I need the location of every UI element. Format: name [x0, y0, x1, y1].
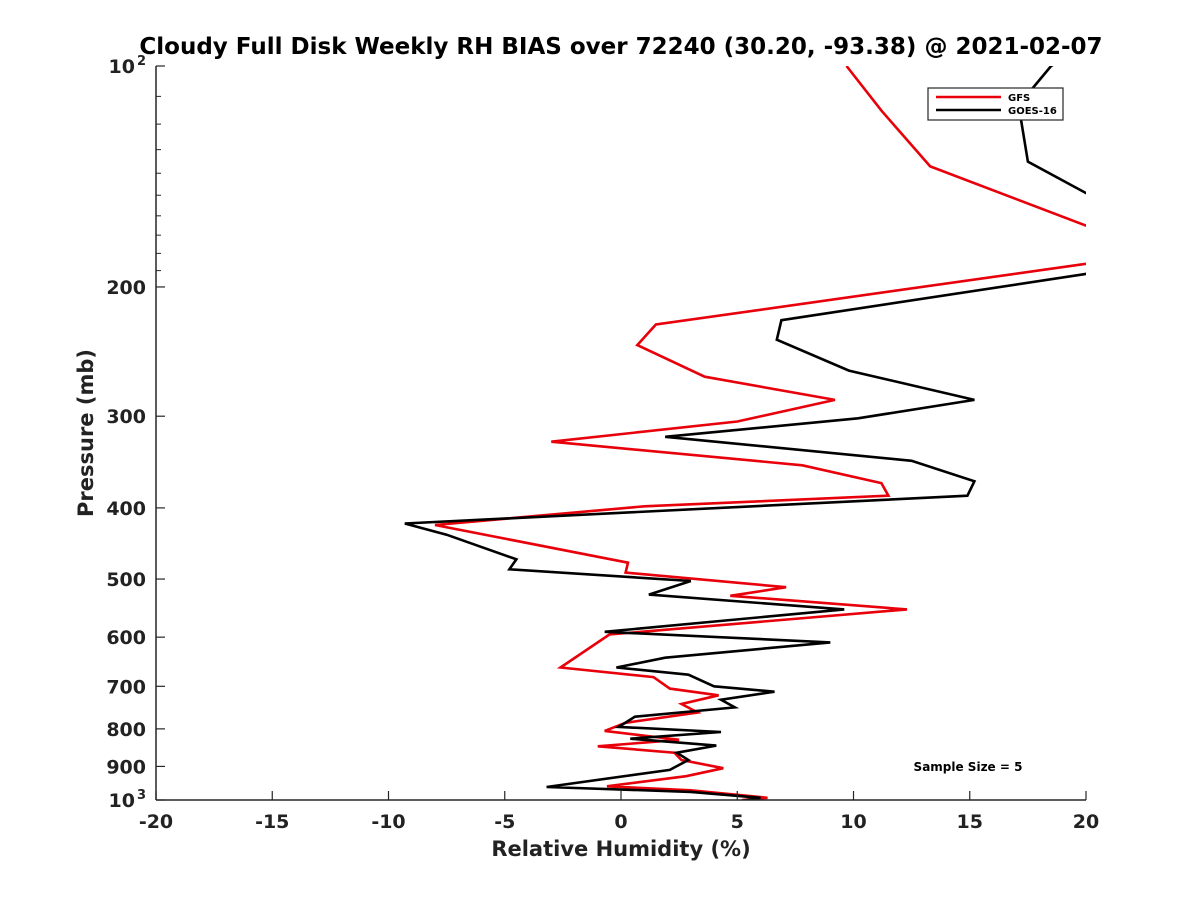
- legend-box: [927, 87, 1064, 121]
- y-tick-label: 10: [109, 790, 135, 812]
- x-axis-label: Relative Humidity (%): [491, 837, 750, 861]
- y-tick-label: 600: [106, 627, 146, 649]
- plot-area: [404, 66, 1086, 800]
- y-tick-label: 500: [106, 569, 146, 591]
- x-tick-label: 5: [731, 811, 744, 833]
- y-tick-label: 200: [106, 277, 146, 299]
- y-tick-exponent: 2: [137, 54, 146, 69]
- y-tick-label: 900: [106, 756, 146, 778]
- x-tick-label: -15: [255, 811, 289, 833]
- series-line-gfs: [434, 66, 1086, 800]
- series-line-goes-16: [404, 66, 1086, 800]
- y-tick-label: 400: [106, 498, 146, 520]
- y-tick-exponent: 3: [137, 788, 146, 803]
- x-tick-label: 0: [614, 811, 627, 833]
- y-tick-label: 300: [106, 406, 146, 428]
- y-tick-label: 700: [106, 676, 146, 698]
- x-tick-label: -10: [371, 811, 405, 833]
- y-tick-label: 10: [109, 56, 135, 78]
- x-tick-label: 10: [840, 811, 866, 833]
- x-tick-label: 15: [957, 811, 983, 833]
- x-tick-label: 20: [1073, 811, 1099, 833]
- legend-label-gfs: GFS: [1008, 93, 1030, 104]
- x-tick-label: -20: [139, 811, 173, 833]
- chart-title: Cloudy Full Disk Weekly RH BIAS over 722…: [139, 34, 1102, 60]
- sample-size-annotation: Sample Size = 5: [914, 760, 1023, 774]
- legend-label-goes-16: GOES-16: [1008, 106, 1057, 117]
- y-axis-label: Pressure (mb): [74, 349, 98, 517]
- x-tick-label: -5: [494, 811, 515, 833]
- legend: GFS GOES-16: [927, 87, 1064, 121]
- y-tick-label: 800: [106, 719, 146, 741]
